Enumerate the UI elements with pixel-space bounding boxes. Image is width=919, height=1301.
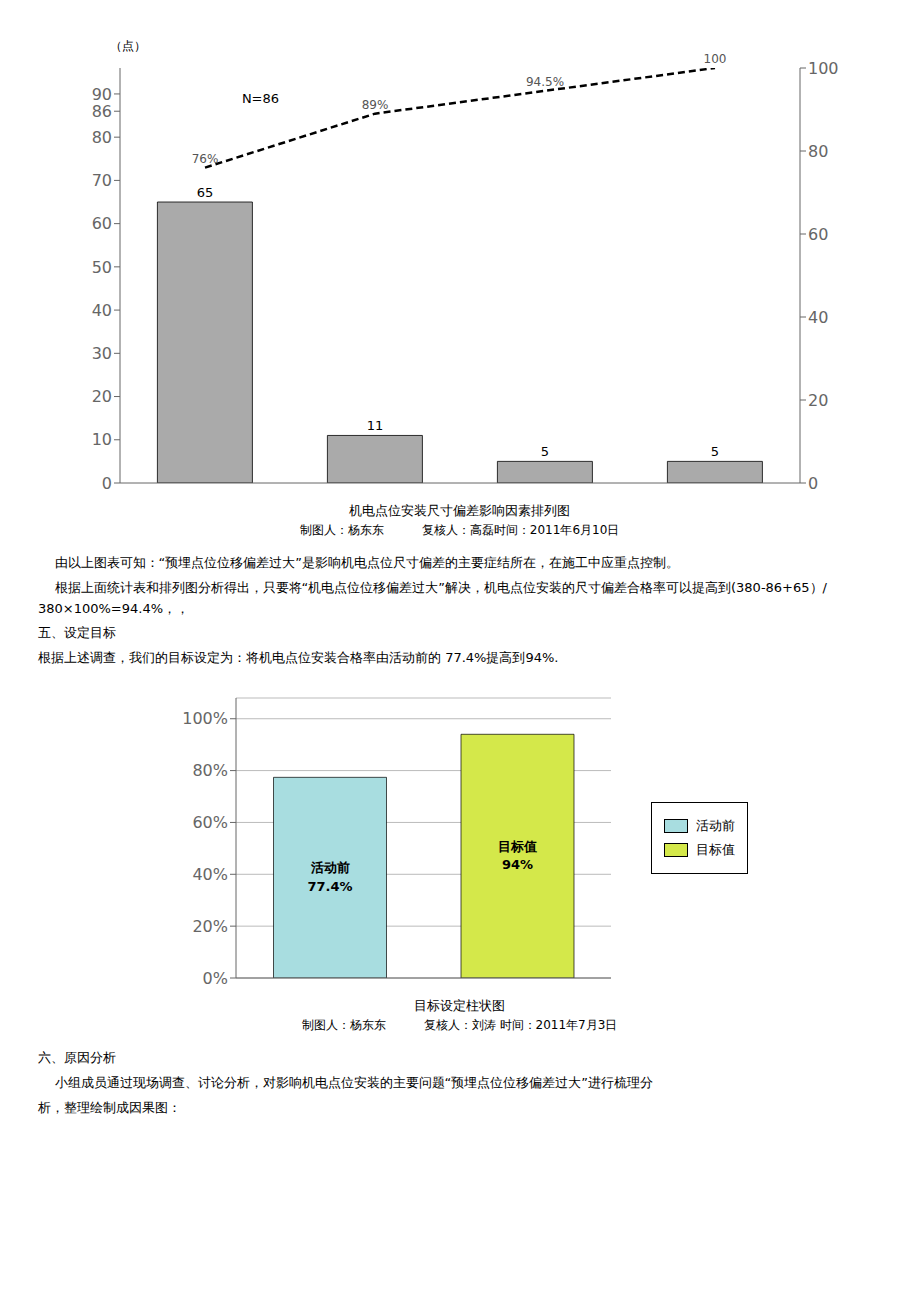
html-text:六、原因分析: 六、原因分析	[38, 1050, 116, 1065]
svg-text:60: 60	[808, 225, 828, 244]
html-text:小组成员通过现场调查、讨论分析，对影响机电点位安装的主要问题: 小组成员通过现场调查、讨论分析，对影响机电点位安装的主要问题“预埋点位位移偏差过…	[38, 1074, 653, 1090]
svg-text:5: 5	[710, 444, 718, 459]
svg-text:80: 80	[808, 142, 828, 161]
html-text:活动前: 活动前	[696, 818, 735, 833]
html-text:根据上面统计表和排列图分析得出，只要将“机电点位位移偏差过大: 根据上面统计表和排列图分析得出，只要将“机电点位位移偏差过大”解决，机电点位安装…	[38, 579, 832, 616]
svg-text:0: 0	[808, 474, 818, 493]
html-text:目标设定柱状图: 目标设定柱状图	[414, 998, 505, 1013]
svg-text:86: 86	[91, 102, 111, 121]
svg-text:100%: 100%	[182, 709, 228, 728]
svg-text:目标值94%: 目标值94%	[498, 839, 537, 872]
svg-text:65: 65	[196, 185, 213, 200]
html-text:根据上述调查，我们的目标设定为：将机电点位安装合格率由活动前: 根据上述调查，我们的目标设定为：将机电点位安装合格率由活动前的 77.4%提高到…	[38, 650, 559, 666]
html-text:目标值: 目标值	[696, 842, 735, 857]
svg-text:70: 70	[91, 171, 111, 190]
svg-text:20: 20	[808, 391, 828, 410]
svg-text:0: 0	[101, 474, 111, 493]
html-text:五、设定目标: 五、设定目标	[38, 625, 116, 641]
svg-text:0%: 0%	[203, 969, 228, 988]
svg-text:40: 40	[808, 308, 828, 327]
svg-text:94.5%: 94.5%	[525, 75, 563, 89]
html-text:析，整理绘制成因果图：: 析，整理绘制成因果图：	[38, 1099, 181, 1115]
html-text:N=86: N=86	[241, 90, 280, 106]
svg-text:50: 50	[91, 258, 111, 277]
svg-text:80%: 80%	[192, 761, 228, 780]
svg-text:89%: 89%	[361, 98, 388, 112]
svg-text:活动前77.4%: 活动前77.4%	[307, 860, 352, 893]
svg-text:20: 20	[91, 387, 111, 406]
svg-text:10: 10	[91, 430, 111, 449]
svg-text:11: 11	[366, 418, 383, 433]
html-text:由以上图表可知：“预埋点位位移偏差过大”是影响机电点位尺寸偏: 由以上图表可知：“预埋点位位移偏差过大”是影响机电点位尺寸偏差的主要症结所在，在…	[38, 555, 679, 570]
svg-text:80: 80	[91, 128, 111, 147]
svg-text:40%: 40%	[192, 865, 228, 884]
svg-text:100: 100	[703, 52, 726, 66]
svg-text:5: 5	[540, 444, 548, 459]
html-text:机电点位安装尺寸偏差影响因素排列图: 机电点位安装尺寸偏差影响因素排列图	[349, 503, 570, 518]
svg-text:100: 100	[808, 59, 839, 78]
svg-text:60%: 60%	[192, 813, 228, 832]
html-text:制图人：杨东东 复核人：高磊时间：2011年6月10日: 制图人：杨东东 复核人：高磊时间：2011年6月10日	[299, 523, 620, 537]
html-text:（点）: （点）	[109, 39, 146, 53]
svg-text:40: 40	[91, 301, 111, 320]
svg-text:90: 90	[91, 85, 111, 104]
svg-text:60: 60	[91, 214, 111, 233]
svg-text:76%: 76%	[191, 152, 218, 166]
svg-text:30: 30	[91, 344, 111, 363]
html-text:制图人：杨东东 复核人：刘涛 时间：2011年7月3日: 制图人：杨东东 复核人：刘涛 时间：2011年7月3日	[301, 1018, 618, 1032]
svg-text:20%: 20%	[192, 917, 228, 936]
